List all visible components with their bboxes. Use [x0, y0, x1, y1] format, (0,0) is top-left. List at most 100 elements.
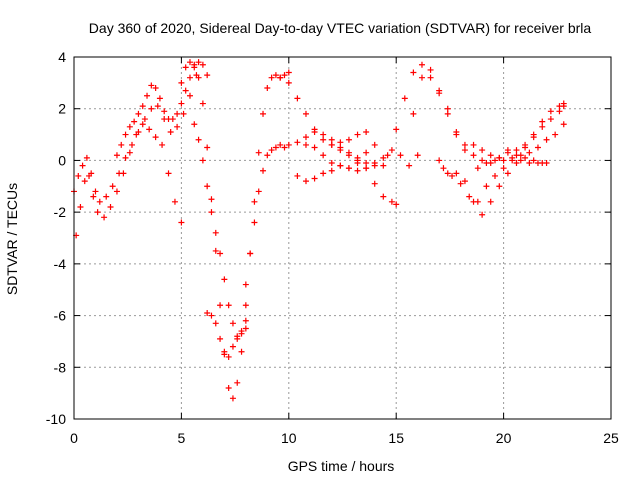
data-point [363, 160, 370, 167]
data-point [328, 141, 335, 148]
data-point [229, 395, 236, 402]
data-point [436, 157, 443, 164]
data-point [371, 180, 378, 187]
data-point [504, 170, 511, 177]
data-point [272, 144, 279, 151]
data-point [180, 110, 187, 117]
data-point [109, 183, 116, 190]
data-point [311, 144, 318, 151]
data-point [234, 379, 241, 386]
data-point [345, 165, 352, 172]
data-point [427, 74, 434, 81]
data-point [560, 100, 567, 107]
y-tick-label: -8 [54, 359, 67, 375]
data-point [208, 209, 215, 216]
data-point [526, 160, 533, 167]
data-point [418, 61, 425, 68]
data-point [479, 211, 486, 218]
data-point [208, 196, 215, 203]
data-point [354, 154, 361, 161]
data-point [174, 110, 181, 117]
data-point [388, 198, 395, 205]
data-point [539, 118, 546, 125]
data-point [285, 79, 292, 86]
data-point [165, 170, 172, 177]
data-point [225, 353, 232, 360]
data-point [401, 95, 408, 102]
data-point [522, 144, 529, 151]
data-point [500, 157, 507, 164]
data-point [195, 74, 202, 81]
data-point [178, 219, 185, 226]
data-point [135, 110, 142, 117]
data-series-4 [178, 59, 292, 402]
data-point [410, 110, 417, 117]
data-point [148, 82, 155, 89]
data-point [79, 162, 86, 169]
data-point [427, 66, 434, 73]
data-point [131, 118, 138, 125]
data-point [122, 154, 129, 161]
data-point [242, 302, 249, 309]
data-point [534, 144, 541, 151]
data-point [195, 59, 202, 66]
data-point [328, 160, 335, 167]
data-point [470, 152, 477, 159]
data-point [221, 351, 228, 358]
data-point [182, 64, 189, 71]
data-point [547, 116, 554, 123]
x-tick-label: 25 [603, 430, 619, 446]
data-point [436, 87, 443, 94]
data-point [199, 157, 206, 164]
y-tick-label: 4 [58, 49, 66, 65]
data-point [461, 178, 468, 185]
data-point [552, 131, 559, 138]
data-point [393, 201, 400, 208]
data-point [255, 188, 262, 195]
data-point [328, 136, 335, 143]
data-point [444, 105, 451, 112]
data-point [560, 121, 567, 128]
x-tick-label: 15 [388, 430, 404, 446]
data-point [90, 193, 97, 200]
data-point [513, 160, 520, 167]
data-point [225, 302, 232, 309]
data-point [178, 79, 185, 86]
data-point [225, 384, 232, 391]
data-point [221, 276, 228, 283]
data-point [204, 183, 211, 190]
data-point [453, 170, 460, 177]
data-point [264, 85, 271, 92]
data-series-8 [277, 74, 400, 208]
data-point [393, 126, 400, 133]
data-point [504, 149, 511, 156]
data-point [204, 309, 211, 316]
data-point [285, 69, 292, 76]
data-point [251, 219, 258, 226]
data-point [264, 152, 271, 159]
data-point [294, 172, 301, 179]
data-point [474, 198, 481, 205]
data-point [337, 162, 344, 169]
data-point [247, 250, 254, 257]
data-point [556, 103, 563, 110]
data-point [406, 162, 413, 169]
data-point [186, 59, 193, 66]
data-point [345, 136, 352, 143]
data-point [414, 152, 421, 159]
data-point [139, 121, 146, 128]
data-point [86, 172, 93, 179]
data-point [474, 165, 481, 172]
data-point [337, 144, 344, 151]
chart-title: Day 360 of 2020, Sidereal Day-to-day VTE… [89, 20, 592, 36]
data-point [492, 172, 499, 179]
data-point [212, 320, 219, 327]
data-point [380, 162, 387, 169]
data-point [186, 92, 193, 99]
y-tick-label: 2 [58, 101, 66, 117]
data-series-5 [191, 121, 249, 340]
data-point [122, 131, 129, 138]
data-point [229, 343, 236, 350]
data-series-16 [474, 154, 550, 172]
data-point [388, 147, 395, 154]
